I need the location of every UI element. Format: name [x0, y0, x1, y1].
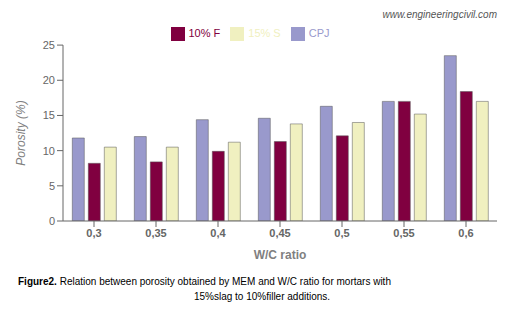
svg-text:5: 5: [49, 180, 55, 192]
svg-text:0,5: 0,5: [334, 227, 349, 239]
svg-text:W/C ratio: W/C ratio: [254, 248, 307, 262]
svg-text:0,55: 0,55: [393, 227, 414, 239]
html-text:www.engineeringcivil.com: www.engineeringcivil.com: [382, 9, 497, 20]
html-text:15% S: 15% S: [248, 27, 281, 39]
svg-text:0,4: 0,4: [210, 227, 226, 239]
html-text:15%slag to 10%filler additions: 15%slag to 10%filler additions.: [193, 291, 331, 302]
svg-text:0,3: 0,3: [86, 227, 101, 239]
svg-text:25: 25: [43, 39, 55, 51]
html-text:CPJ: CPJ: [308, 27, 330, 39]
svg-text:15: 15: [43, 109, 55, 121]
svg-text:0,45: 0,45: [269, 227, 290, 239]
svg-text:0,35: 0,35: [145, 227, 166, 239]
svg-text:Porosity (%): Porosity (%): [14, 100, 28, 165]
svg-text:0: 0: [49, 215, 55, 227]
html-text:Figure2. Relation between poro: Figure2. Relation between porosity obtai…: [18, 276, 391, 287]
svg-text:0,6: 0,6: [458, 227, 473, 239]
svg-text:20: 20: [43, 74, 55, 86]
html-text:10% F: 10% F: [188, 27, 221, 39]
svg-text:10: 10: [43, 145, 55, 157]
